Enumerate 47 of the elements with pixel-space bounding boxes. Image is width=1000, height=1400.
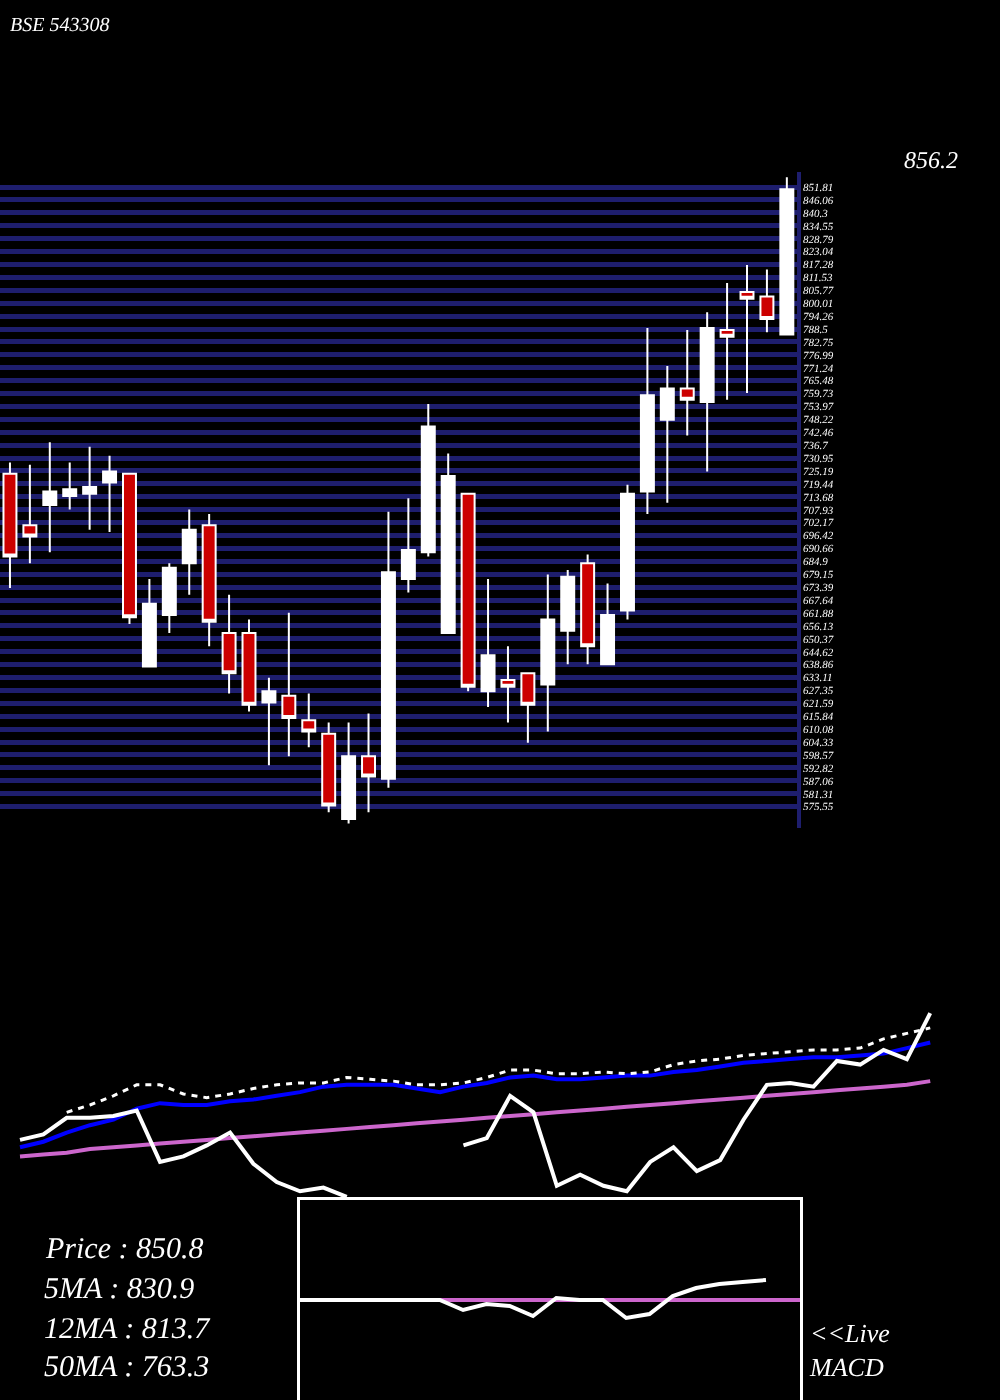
candlestick [2, 461, 18, 590]
text: 50MA : 763.3 [44, 1352, 210, 1384]
candlestick [181, 508, 197, 596]
candlestick [739, 264, 755, 394]
candlestick [759, 268, 775, 334]
candlestick [420, 403, 436, 558]
candlestick [659, 365, 675, 504]
candlestick [540, 573, 556, 733]
candlestick [639, 326, 655, 516]
candlestick [679, 329, 695, 437]
candlestick [400, 497, 416, 594]
candlestick [600, 582, 616, 666]
text: <<Live MACD [808, 1318, 891, 1382]
candlestick [341, 721, 357, 825]
candlestick [201, 513, 217, 648]
candlestick [699, 311, 715, 473]
candlestick [221, 593, 237, 695]
candlestick [779, 176, 795, 336]
candlestick [22, 463, 38, 565]
candlestick [102, 454, 118, 533]
candlestick [460, 492, 476, 693]
candlestick [480, 578, 496, 708]
candlestick [82, 445, 98, 531]
candlestick [520, 672, 536, 744]
candlestick [440, 452, 456, 634]
chart-title: BSE 543308 [10, 15, 110, 37]
candlestick [719, 282, 735, 401]
text: 856.2 [904, 146, 958, 174]
candlestick [161, 562, 177, 634]
candlestick [321, 721, 337, 814]
candlestick [261, 676, 277, 767]
candlestick [301, 692, 317, 749]
candlestick [620, 483, 635, 621]
candlestick [42, 441, 58, 554]
candlestick [500, 645, 516, 724]
candlestick [380, 510, 396, 789]
candlestick [560, 569, 576, 666]
candlestick [281, 611, 297, 758]
candlestick [141, 578, 157, 668]
text: 5MA : 830.9 [44, 1274, 196, 1306]
candlestick [361, 712, 376, 814]
text: 12MA : 813.7 [44, 1314, 213, 1346]
candlestick [62, 461, 78, 511]
candlestick [122, 472, 137, 625]
candlestick [241, 618, 257, 713]
text: Price : 850.8 [44, 1234, 205, 1266]
candlestick [580, 553, 596, 666]
